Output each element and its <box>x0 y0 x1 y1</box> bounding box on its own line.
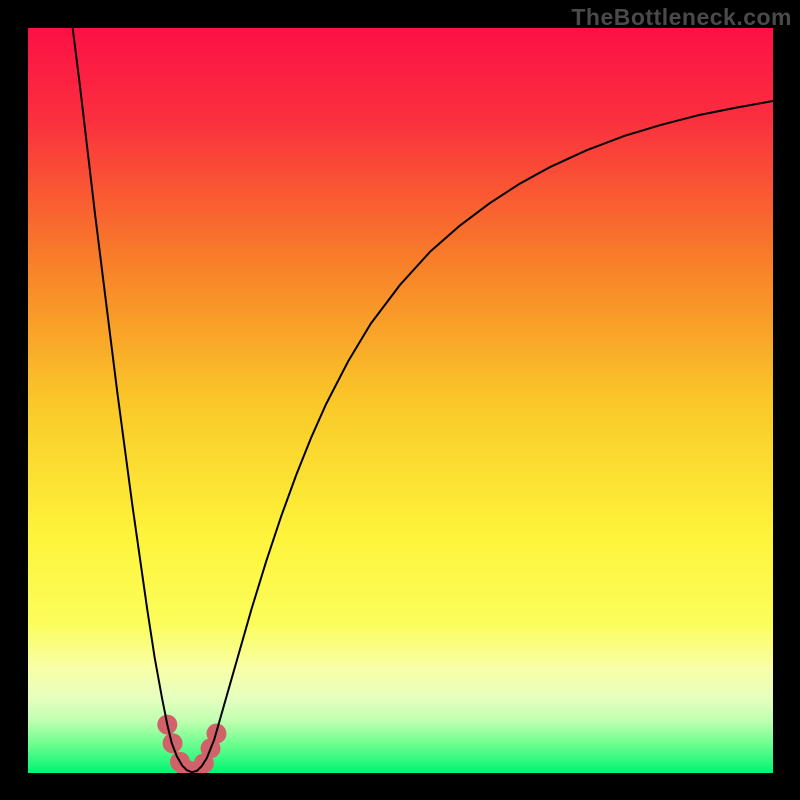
watermark-text: TheBottleneck.com <box>571 4 792 31</box>
curve-layer <box>28 28 773 773</box>
bottleneck-curve <box>73 28 773 772</box>
plot-area <box>28 28 773 773</box>
